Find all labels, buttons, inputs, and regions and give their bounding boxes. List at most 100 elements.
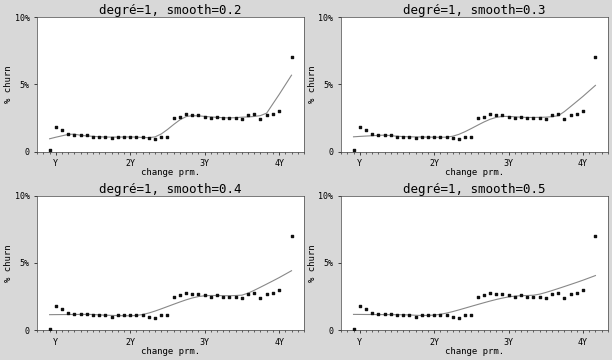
Point bbox=[392, 134, 402, 140]
Point bbox=[454, 315, 464, 321]
Point bbox=[373, 132, 383, 138]
Point bbox=[572, 290, 582, 296]
Point bbox=[119, 134, 129, 140]
Point bbox=[113, 312, 123, 318]
Point bbox=[256, 295, 266, 301]
Point bbox=[367, 131, 377, 137]
Point bbox=[156, 134, 166, 140]
Point bbox=[119, 312, 129, 318]
Point bbox=[144, 314, 154, 320]
Point bbox=[373, 311, 383, 317]
Point bbox=[479, 292, 488, 298]
Point bbox=[88, 312, 98, 318]
Point bbox=[460, 134, 470, 140]
Point bbox=[286, 55, 296, 60]
Point bbox=[200, 114, 209, 120]
Point bbox=[94, 312, 104, 318]
Point bbox=[454, 136, 464, 142]
Point bbox=[274, 287, 284, 293]
Point bbox=[113, 134, 123, 140]
Point bbox=[138, 312, 147, 318]
Point bbox=[218, 294, 228, 300]
Point bbox=[169, 115, 179, 121]
Point bbox=[268, 290, 278, 296]
Point bbox=[411, 314, 420, 320]
Point bbox=[541, 295, 551, 301]
X-axis label: change prm.: change prm. bbox=[445, 168, 504, 177]
Point bbox=[361, 127, 371, 133]
Point bbox=[349, 326, 359, 332]
Point bbox=[45, 147, 54, 153]
Point bbox=[485, 111, 495, 117]
Point bbox=[262, 291, 272, 297]
Point bbox=[163, 134, 173, 140]
Point bbox=[206, 115, 216, 121]
Point bbox=[379, 311, 389, 317]
Point bbox=[442, 134, 452, 140]
Point bbox=[169, 294, 179, 300]
Point bbox=[466, 134, 476, 140]
Point bbox=[405, 312, 414, 318]
Point bbox=[206, 294, 216, 300]
Point bbox=[460, 312, 470, 318]
Point bbox=[212, 114, 222, 120]
Point bbox=[138, 134, 147, 140]
Point bbox=[57, 306, 67, 311]
Point bbox=[57, 127, 67, 133]
Title: degré=1, smooth=0.2: degré=1, smooth=0.2 bbox=[99, 4, 242, 17]
Point bbox=[572, 111, 582, 117]
Point bbox=[429, 134, 439, 140]
Point bbox=[132, 312, 141, 318]
Point bbox=[522, 115, 532, 121]
Title: degré=1, smooth=0.3: degré=1, smooth=0.3 bbox=[403, 4, 546, 17]
Point bbox=[132, 134, 141, 140]
Point bbox=[237, 295, 247, 301]
Point bbox=[100, 312, 110, 318]
Point bbox=[442, 312, 452, 318]
Point bbox=[76, 311, 86, 317]
Point bbox=[156, 312, 166, 318]
Point bbox=[175, 292, 185, 298]
Point bbox=[150, 315, 160, 321]
Title: degré=1, smooth=0.5: degré=1, smooth=0.5 bbox=[403, 183, 546, 196]
Point bbox=[100, 134, 110, 140]
Point bbox=[125, 312, 135, 318]
Point bbox=[187, 112, 197, 118]
Point bbox=[423, 134, 433, 140]
Point bbox=[379, 132, 389, 138]
Point bbox=[535, 115, 545, 121]
Point bbox=[386, 132, 395, 138]
Point bbox=[70, 132, 80, 138]
Point bbox=[472, 294, 482, 300]
Point bbox=[565, 112, 575, 118]
Point bbox=[94, 134, 104, 140]
Point bbox=[553, 290, 563, 296]
Point bbox=[516, 114, 526, 120]
Point bbox=[51, 303, 61, 309]
Point bbox=[63, 310, 73, 316]
X-axis label: change prm.: change prm. bbox=[141, 168, 200, 177]
Point bbox=[367, 310, 377, 316]
Point bbox=[237, 116, 247, 122]
Title: degré=1, smooth=0.4: degré=1, smooth=0.4 bbox=[99, 183, 242, 196]
Point bbox=[106, 314, 116, 320]
Point bbox=[243, 112, 253, 118]
Point bbox=[448, 314, 458, 320]
Point bbox=[243, 291, 253, 297]
Y-axis label: % churn: % churn bbox=[4, 66, 13, 103]
Point bbox=[51, 125, 61, 130]
Point bbox=[591, 55, 600, 60]
X-axis label: change prm.: change prm. bbox=[445, 347, 504, 356]
Point bbox=[485, 290, 495, 296]
Point bbox=[436, 312, 446, 318]
Point bbox=[479, 114, 488, 120]
Point bbox=[591, 233, 600, 239]
Point bbox=[231, 294, 241, 300]
Point bbox=[529, 115, 539, 121]
Point bbox=[510, 115, 520, 121]
Point bbox=[417, 134, 427, 140]
Point bbox=[63, 131, 73, 137]
Point bbox=[218, 115, 228, 121]
Point bbox=[349, 147, 359, 153]
Point bbox=[392, 312, 402, 318]
